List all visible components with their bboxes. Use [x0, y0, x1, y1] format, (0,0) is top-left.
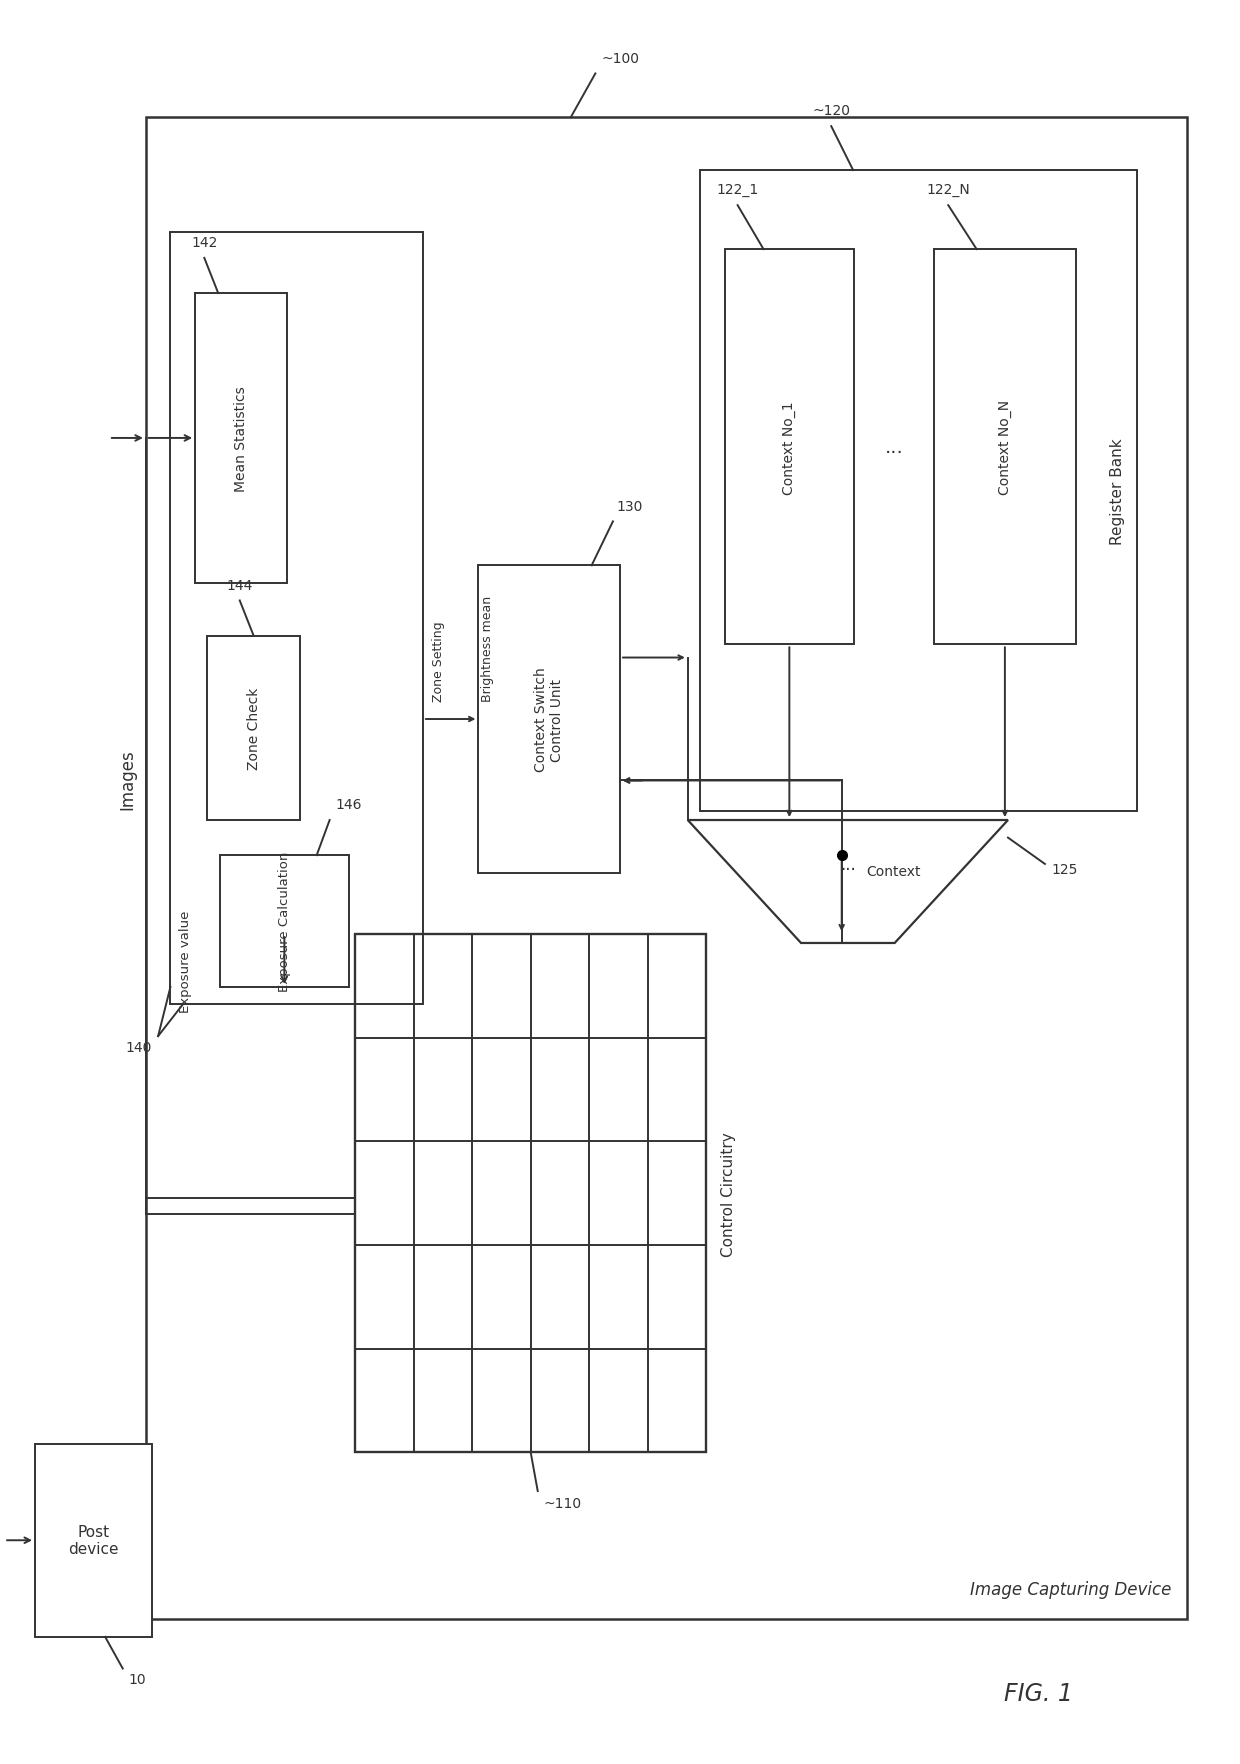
Text: Context No_1: Context No_1 [782, 400, 796, 494]
Text: Zone Setting: Zone Setting [432, 621, 445, 702]
Text: Brightness mean: Brightness mean [481, 596, 494, 702]
Text: Post
device: Post device [68, 1524, 119, 1556]
Text: Control Circuitry: Control Circuitry [720, 1131, 737, 1256]
Text: Exposure Calculation: Exposure Calculation [278, 852, 291, 991]
Text: Zone Check: Zone Check [247, 688, 260, 769]
Text: Context No_N: Context No_N [998, 400, 1012, 496]
Text: ~110: ~110 [544, 1496, 582, 1510]
Text: 142: 142 [191, 236, 217, 250]
Text: Image Capturing Device: Image Capturing Device [971, 1581, 1172, 1598]
Text: ...: ... [884, 437, 904, 457]
Text: 130: 130 [616, 499, 644, 513]
Text: FIG. 1: FIG. 1 [1004, 1681, 1073, 1706]
Bar [219, 856, 348, 988]
Text: 140: 140 [125, 1041, 153, 1055]
Text: ~120: ~120 [812, 104, 851, 118]
Text: 144: 144 [227, 579, 253, 593]
Text: ~100: ~100 [601, 51, 640, 65]
Text: Register Bank: Register Bank [1110, 437, 1125, 545]
Text: Exposure value: Exposure value [180, 910, 192, 1013]
Bar [724, 250, 854, 646]
Text: Mean Statistics: Mean Statistics [234, 386, 248, 492]
Bar [195, 295, 288, 584]
Text: Context: Context [867, 864, 921, 878]
Text: 122_N: 122_N [926, 183, 970, 198]
Text: 10: 10 [129, 1672, 146, 1686]
Bar [934, 250, 1076, 646]
Bar [701, 171, 1137, 811]
Text: 125: 125 [1052, 863, 1078, 877]
Text: ...: ... [839, 856, 856, 873]
Bar [207, 637, 300, 820]
Bar [146, 118, 1187, 1619]
Text: 146: 146 [336, 797, 362, 811]
Text: Images: Images [118, 748, 136, 810]
Bar [479, 566, 620, 873]
Polygon shape [688, 820, 1008, 944]
Bar [170, 233, 423, 1005]
Bar [355, 935, 707, 1452]
Bar [35, 1443, 153, 1637]
Text: Context Switch
Control Unit: Context Switch Control Unit [534, 667, 564, 773]
Text: 122_1: 122_1 [717, 183, 759, 198]
